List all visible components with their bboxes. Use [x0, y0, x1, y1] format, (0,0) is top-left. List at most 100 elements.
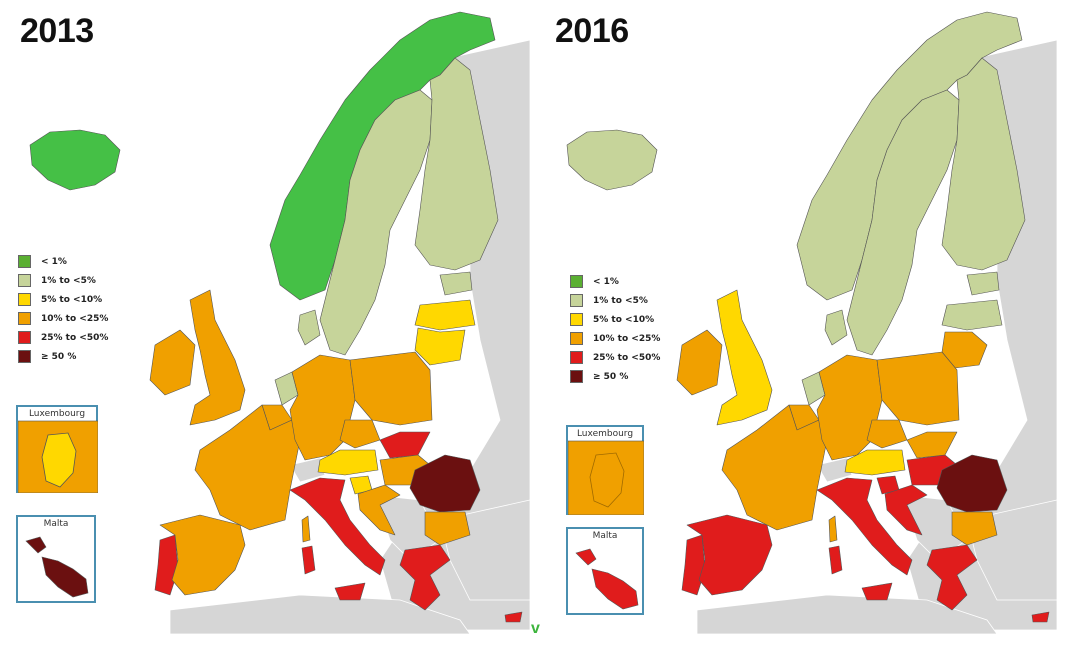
legend-swatch: [570, 275, 583, 288]
legend-item: 10% to <25%: [18, 309, 108, 328]
germany: [289, 354, 356, 461]
legend-swatch: [18, 331, 31, 344]
croatia: [884, 484, 928, 536]
lithuania: [414, 327, 466, 366]
sicily: [861, 582, 893, 601]
romania: [409, 454, 481, 513]
legend-label: < 1%: [593, 276, 619, 287]
sweden: [846, 89, 960, 356]
legend-label: ≥ 50 %: [593, 371, 629, 382]
latvia: [414, 299, 476, 331]
legend-swatch: [18, 293, 31, 306]
spain: [159, 514, 246, 596]
cyprus: [504, 611, 523, 623]
italy: [289, 477, 386, 576]
portugal: [154, 534, 179, 596]
legend-label: ≥ 50 %: [41, 351, 77, 362]
switzerland-land: [289, 457, 326, 483]
cyprus: [1031, 611, 1050, 623]
legend-item: < 1%: [570, 272, 660, 291]
inset-luxembourg-2016: Luxembourg: [566, 425, 644, 515]
legend-2016: < 1% 1% to <5% 5% to <10% 10% to <25% 25% to…: [570, 272, 660, 386]
slovakia: [906, 431, 958, 459]
uk: [189, 289, 246, 426]
finland: [941, 57, 1026, 271]
latvia: [941, 299, 1003, 331]
inset-malta-2016: Malta: [566, 527, 644, 615]
inset-title: Luxembourg: [28, 409, 86, 419]
slovakia: [379, 431, 431, 459]
legend-swatch: [570, 313, 583, 326]
romania: [936, 454, 1008, 513]
poland: [876, 351, 960, 426]
north-africa-land: [169, 594, 471, 635]
legend-item: 10% to <25%: [570, 329, 660, 348]
inset-malta-2013: Malta: [16, 515, 96, 603]
finland: [414, 57, 499, 271]
legend-item: 25% to <50%: [570, 348, 660, 367]
france: [194, 404, 301, 531]
legend-item: < 1%: [18, 252, 108, 271]
iceland: [566, 129, 658, 191]
legend-swatch: [570, 351, 583, 364]
corsica: [301, 515, 311, 543]
switzerland-land: [816, 457, 853, 483]
legend-item: 5% to <10%: [18, 290, 108, 309]
estonia: [439, 271, 473, 296]
legend-label: < 1%: [41, 256, 67, 267]
estonia: [966, 271, 1000, 296]
legend-label: 10% to <25%: [41, 313, 109, 324]
spain: [686, 514, 773, 596]
italy: [816, 477, 913, 576]
legend-swatch: [570, 332, 583, 345]
ireland: [149, 329, 196, 396]
luxembourg-shape: [568, 440, 644, 515]
czechia: [866, 419, 908, 449]
croatia: [357, 484, 401, 536]
denmark: [824, 309, 848, 346]
bulgaria: [951, 511, 998, 546]
legend-2013: < 1% 1% to <5% 5% to <10% 10% to <25% 25% to…: [18, 252, 108, 366]
legend-swatch: [18, 255, 31, 268]
sardinia: [828, 545, 843, 575]
sardinia: [301, 545, 316, 575]
ireland: [676, 329, 723, 396]
legend-label: 25% to <50%: [41, 332, 109, 343]
legend-swatch: [570, 294, 583, 307]
map-title-2013: 2013: [20, 12, 94, 50]
legend-item: ≥ 50 %: [18, 347, 108, 366]
legend-label: 10% to <25%: [593, 333, 661, 344]
iceland: [29, 129, 121, 191]
greece: [926, 544, 978, 611]
legend-label: 5% to <10%: [41, 294, 103, 305]
malta-shape: [575, 548, 639, 610]
czechia: [339, 419, 381, 449]
austria: [317, 449, 379, 476]
luxembourg-shape: [18, 420, 98, 493]
sweden: [319, 89, 433, 356]
map-2013: [29, 11, 531, 635]
legend-item: 1% to <5%: [570, 291, 660, 310]
legend-label: 1% to <5%: [593, 295, 648, 306]
legend-swatch: [18, 274, 31, 287]
bulgaria: [424, 511, 471, 546]
malta-shape: [25, 536, 89, 598]
legend-swatch: [18, 312, 31, 325]
map-title-2016: 2016: [555, 12, 629, 50]
sicily: [334, 582, 366, 601]
legend-swatch: [18, 350, 31, 363]
legend-swatch: [570, 370, 583, 383]
austria: [844, 449, 906, 476]
france: [721, 404, 828, 531]
inset-title: Malta: [43, 519, 69, 529]
inset-luxembourg-2013: Luxembourg: [16, 405, 98, 493]
greece: [399, 544, 451, 611]
legend-item: 5% to <10%: [570, 310, 660, 329]
legend-item: 1% to <5%: [18, 271, 108, 290]
legend-label: 25% to <50%: [593, 352, 661, 363]
legend-label: 5% to <10%: [593, 314, 655, 325]
legend-item: ≥ 50 %: [570, 367, 660, 386]
north-africa-land: [696, 594, 998, 635]
germany: [816, 354, 883, 461]
